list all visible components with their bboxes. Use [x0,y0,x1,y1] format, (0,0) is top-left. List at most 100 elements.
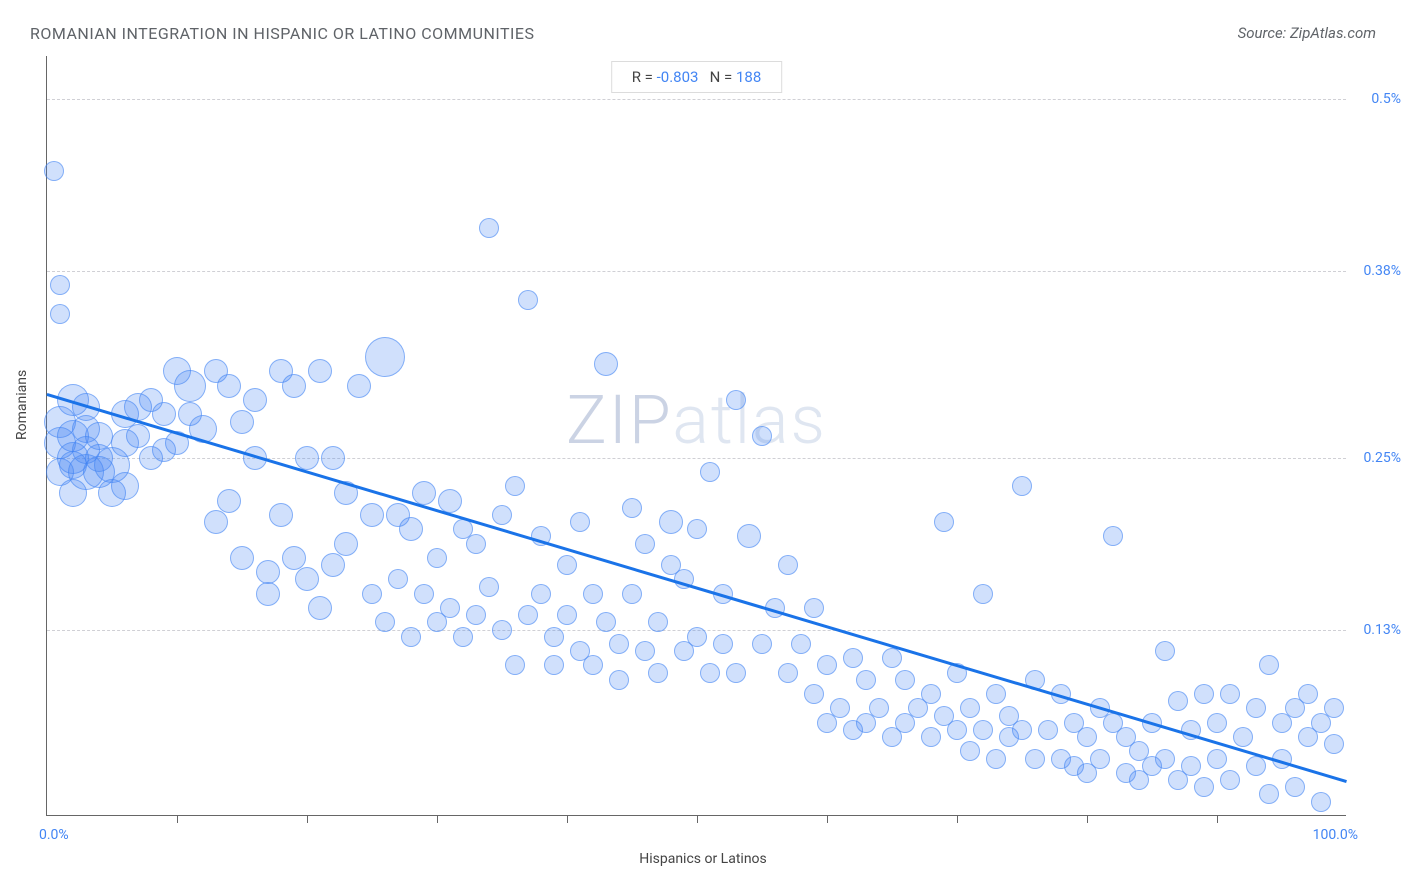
data-point [726,663,746,683]
data-point [362,584,382,604]
data-point [321,553,345,577]
data-point [752,634,772,654]
data-point [752,426,772,446]
data-point [778,663,798,683]
source-name: ZipAtlas.com [1290,24,1376,42]
data-point [700,663,720,683]
data-point [1324,698,1344,718]
data-point [921,727,941,747]
watermark-zip: ZIP [566,380,672,460]
data-point [230,546,254,570]
data-point [479,218,499,238]
x-tick [1087,815,1088,823]
data-point [217,374,241,398]
y-tick-label: 0.5% [1371,91,1401,107]
data-point [375,612,395,632]
data-point [1246,698,1266,718]
x-tick-label-min: 0.0% [39,827,69,843]
r-label: R = [632,68,657,86]
x-tick [177,815,178,823]
data-point [583,655,603,675]
data-point [414,584,434,604]
data-point [50,275,70,295]
data-point [492,505,512,525]
data-point [1194,777,1214,797]
data-point [544,655,564,675]
scatter-plot-area: R = -0.803 N = 188 ZIPatlas 0.13%0.25%0.… [46,56,1346,816]
data-point [321,446,345,470]
data-point [830,698,850,718]
x-axis-label: Hispanics or Latinos [639,851,767,867]
data-point [1155,641,1175,661]
data-point [1194,684,1214,704]
stats-box: R = -0.803 N = 188 [611,61,783,93]
data-point [308,596,332,620]
data-point [1103,526,1123,546]
data-point [1155,749,1175,769]
data-point [111,472,139,500]
data-point [399,517,423,541]
data-point [126,424,150,448]
data-point [479,577,499,597]
data-point [817,655,837,675]
data-point [882,648,902,668]
data-point [360,503,384,527]
data-point [505,476,525,496]
data-point [635,641,655,661]
gridline-h [47,458,1346,459]
data-point [596,612,616,632]
y-tick-label: 0.38% [1363,263,1401,279]
x-tick [957,815,958,823]
data-point [295,446,319,470]
x-tick [437,815,438,823]
x-tick [307,815,308,823]
source-attribution: Source: ZipAtlas.com [1238,24,1376,42]
data-point [1168,691,1188,711]
data-point [1324,734,1344,754]
data-point [622,584,642,604]
data-point [804,598,824,618]
data-point [1077,727,1097,747]
data-point [44,161,64,181]
data-point [934,512,954,532]
x-tick [1217,815,1218,823]
data-point [388,569,408,589]
data-point [518,605,538,625]
data-point [531,584,551,604]
data-point [737,524,761,548]
data-point [217,489,241,513]
data-point [648,612,668,632]
data-point [687,519,707,539]
gridline-h [47,99,1346,100]
data-point [700,462,720,482]
data-point [1246,756,1266,776]
data-point [174,370,206,402]
data-point [1012,476,1032,496]
data-point [947,720,967,740]
data-point [347,374,371,398]
data-point [791,634,811,654]
data-point [204,510,228,534]
data-point [152,402,176,426]
data-point [1298,684,1318,704]
data-point [1220,770,1240,790]
data-point [973,720,993,740]
gridline-h [47,271,1346,272]
data-point [973,584,993,604]
data-point [1038,720,1058,740]
data-point [1207,713,1227,733]
data-point [1025,749,1045,769]
data-point [594,352,618,376]
x-tick [567,815,568,823]
y-tick-label: 0.25% [1363,450,1401,466]
data-point [427,548,447,568]
data-point [986,749,1006,769]
data-point [726,390,746,410]
data-point [1285,777,1305,797]
data-point [1259,655,1279,675]
data-point [401,627,421,647]
data-point [687,627,707,647]
data-point [635,534,655,554]
data-point [622,498,642,518]
data-point [1259,784,1279,804]
